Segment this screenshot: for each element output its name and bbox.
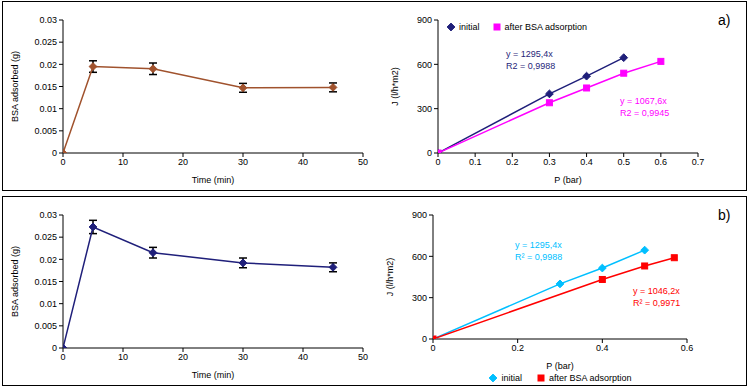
svg-text:20: 20 [178, 157, 188, 167]
svg-text:0: 0 [422, 334, 427, 344]
html-text:initial: initial [501, 373, 522, 383]
svg-text:0.02: 0.02 [39, 60, 57, 70]
svg-text:0.025: 0.025 [34, 37, 57, 47]
svg-text:0: 0 [52, 148, 57, 158]
svg-text:900: 900 [412, 210, 427, 220]
html-text:initial: initial [459, 22, 480, 32]
svg-text:Time (min): Time (min) [192, 175, 235, 185]
svg-text:20: 20 [178, 352, 188, 362]
svg-text:0.03: 0.03 [39, 15, 57, 25]
html-text:b): b) [718, 207, 731, 223]
html-text:R² = 0,9988: R² = 0,9988 [515, 252, 563, 262]
svg-text:0: 0 [427, 148, 432, 158]
svg-text:10: 10 [118, 352, 128, 362]
svg-text:0.015: 0.015 [34, 277, 57, 287]
svg-text:10: 10 [118, 157, 128, 167]
svg-text:J (l/h*m2): J (l/h*m2) [390, 67, 400, 106]
html-text:R2 = 0,9988: R2 = 0,9988 [506, 61, 556, 71]
svg-text:0.4: 0.4 [596, 343, 609, 353]
svg-text:P (bar): P (bar) [546, 361, 573, 371]
svg-text:30: 30 [238, 352, 248, 362]
svg-text:0.4: 0.4 [580, 157, 593, 167]
svg-text:0.015: 0.015 [34, 82, 57, 92]
html-text:a): a) [718, 12, 731, 28]
svg-text:0.01: 0.01 [39, 299, 57, 309]
svg-text:300: 300 [417, 104, 432, 114]
svg-text:0.5: 0.5 [617, 157, 630, 167]
svg-text:40: 40 [298, 157, 308, 167]
svg-text:40: 40 [298, 352, 308, 362]
svg-text:50: 50 [358, 157, 368, 167]
svg-text:0.2: 0.2 [506, 157, 519, 167]
svg-text:0.005: 0.005 [34, 321, 57, 331]
svg-text:0: 0 [60, 352, 65, 362]
svg-text:BSA adsorbed (g): BSA adsorbed (g) [10, 246, 20, 317]
svg-text:0.2: 0.2 [511, 343, 524, 353]
svg-text:P (bar): P (bar) [554, 175, 581, 185]
svg-text:0.7: 0.7 [692, 157, 705, 167]
html-text:R² = 0,9971: R² = 0,9971 [633, 298, 681, 308]
svg-text:30: 30 [238, 157, 248, 167]
html-text:y = 1295,4x: y = 1295,4x [506, 49, 553, 59]
svg-text:0.025: 0.025 [34, 232, 57, 242]
svg-text:0.6: 0.6 [655, 157, 668, 167]
svg-text:0.1: 0.1 [469, 157, 482, 167]
svg-text:600: 600 [412, 252, 427, 262]
svg-text:0: 0 [52, 343, 57, 353]
svg-text:J (l/h*m2): J (l/h*m2) [385, 258, 395, 297]
svg-text:0: 0 [435, 157, 440, 167]
svg-text:BSA adsorbed (g): BSA adsorbed (g) [10, 51, 20, 122]
html-text:after BSA adsorption: after BSA adsorption [549, 373, 632, 383]
svg-text:0: 0 [430, 343, 435, 353]
html-text:y = 1046,2x: y = 1046,2x [633, 286, 680, 296]
svg-text:600: 600 [417, 60, 432, 70]
svg-text:300: 300 [412, 293, 427, 303]
html-text:after BSA adsorption: after BSA adsorption [504, 22, 588, 32]
svg-text:0.03: 0.03 [39, 210, 57, 220]
html-text:R2 = 0,9945: R2 = 0,9945 [620, 108, 670, 118]
html-text:y = 1067,6x: y = 1067,6x [620, 96, 667, 106]
svg-text:0: 0 [60, 157, 65, 167]
svg-text:Time (min): Time (min) [192, 370, 235, 380]
svg-text:0.02: 0.02 [39, 255, 57, 265]
svg-text:900: 900 [417, 15, 432, 25]
svg-text:50: 50 [358, 352, 368, 362]
svg-text:0.01: 0.01 [39, 104, 57, 114]
svg-text:0.005: 0.005 [34, 126, 57, 136]
svg-text:0.3: 0.3 [543, 157, 556, 167]
html-text:y = 1295,4x: y = 1295,4x [515, 240, 562, 250]
svg-text:0.6: 0.6 [681, 343, 694, 353]
